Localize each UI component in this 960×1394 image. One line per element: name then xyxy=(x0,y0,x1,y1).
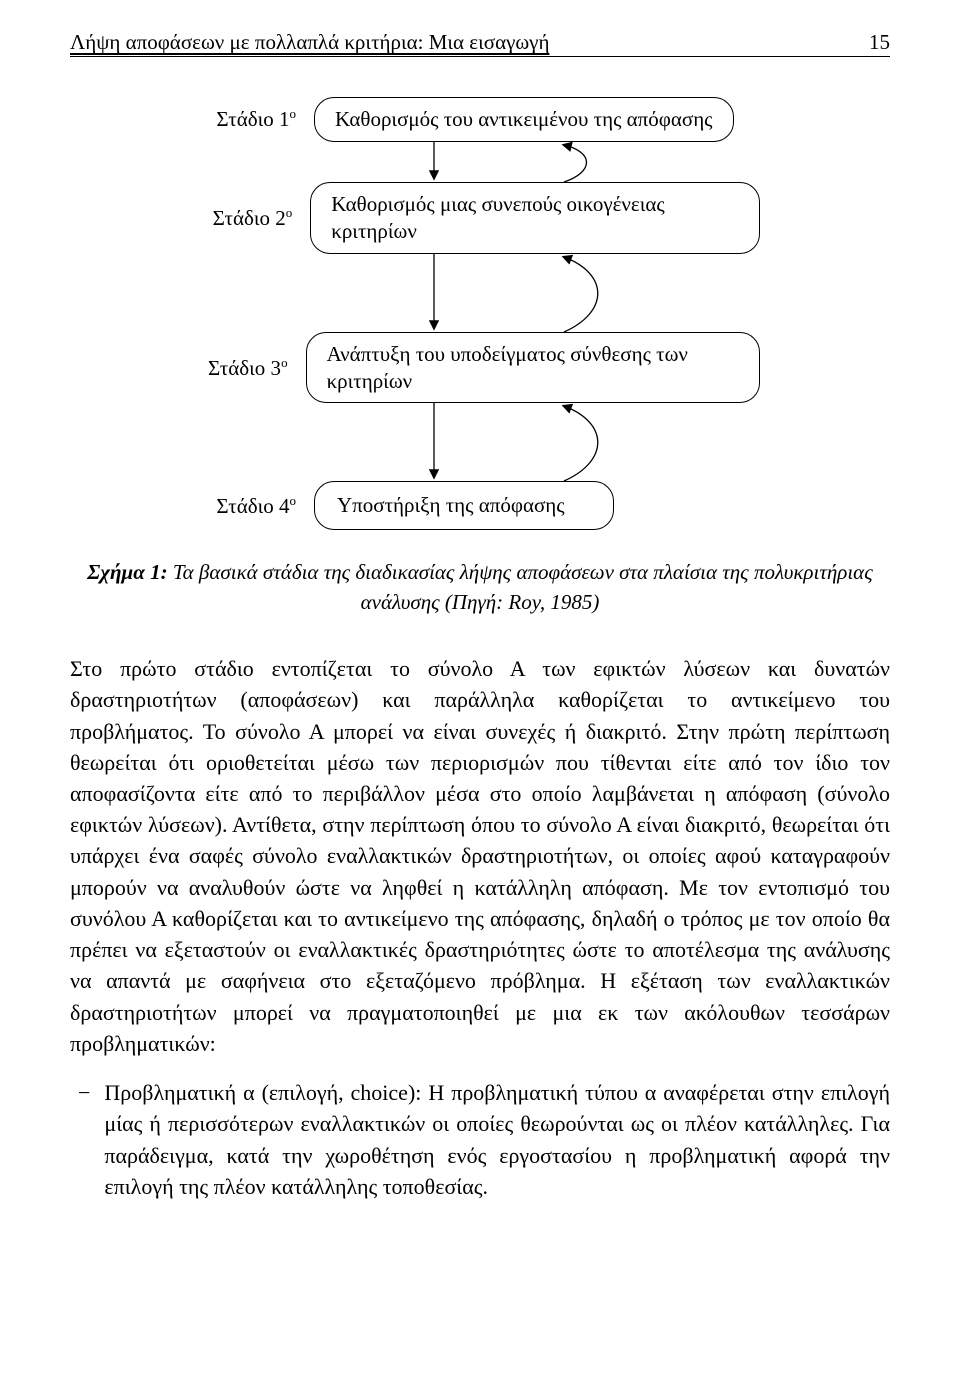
stage-1-node: Καθορισμός του αντικειμένου της απόφασης xyxy=(314,97,734,142)
figure-caption: Σχήμα 1: Τα βασικά στάδια της διαδικασία… xyxy=(70,558,890,617)
stage-3-label-text: Στάδιο 3 xyxy=(208,356,281,380)
stage-3-label: Στάδιο 3ο xyxy=(200,355,288,381)
connector-3-4 xyxy=(314,403,760,481)
caption-label: Σχήμα 1: xyxy=(87,560,167,584)
stage-3-node: Ανάπτυξη του υποδείγματος σύνθεσης των κ… xyxy=(306,332,760,404)
stage-2-label-text: Στάδιο 2 xyxy=(213,206,286,230)
stage-4-node: Υποστήριξη της απόφασης xyxy=(314,481,614,530)
stage-2-label: Στάδιο 2ο xyxy=(200,205,292,231)
connector-2-3 xyxy=(314,254,760,332)
stage-4-label: Στάδιο 4ο xyxy=(200,493,296,519)
stage-2-node: Καθορισμός μιας συνεπούς οικογένειας κρι… xyxy=(310,182,760,254)
stage-row-2: Στάδιο 2ο Καθορισμός μιας συνεπούς οικογ… xyxy=(200,182,760,254)
header-title: Λήψη αποφάσεων με πολλαπλά κριτήρια: Μια… xyxy=(70,30,549,55)
stage-row-1: Στάδιο 1ο Καθορισμός του αντικειμένου τη… xyxy=(200,97,760,142)
flowchart: Στάδιο 1ο Καθορισμός του αντικειμένου τη… xyxy=(200,97,760,530)
bullet-1-text: Προβληματική α (επιλογή, choice): Η προβ… xyxy=(104,1077,890,1202)
bullet-dash-icon: − xyxy=(78,1077,90,1202)
paragraph-1: Στο πρώτο στάδιο εντοπίζεται το σύνολο Α… xyxy=(70,653,890,1059)
stage-4-label-sup: ο xyxy=(290,493,297,508)
stage-1-label-sup: ο xyxy=(290,106,297,121)
stage-4-label-text: Στάδιο 4 xyxy=(216,494,289,518)
stage-1-label-text: Στάδιο 1 xyxy=(216,107,289,131)
page-number: 15 xyxy=(869,30,890,55)
caption-text: Τα βασικά στάδια της διαδικασίας λήψης α… xyxy=(168,560,873,613)
stage-3-label-sup: ο xyxy=(281,355,288,370)
connector-1-2 xyxy=(314,142,760,182)
stage-2-label-sup: ο xyxy=(286,205,293,220)
stage-row-4: Στάδιο 4ο Υποστήριξη της απόφασης xyxy=(200,481,760,530)
running-header: Λήψη αποφάσεων με πολλαπλά κριτήρια: Μια… xyxy=(70,30,890,57)
bullet-item-1: − Προβληματική α (επιλογή, choice): Η πρ… xyxy=(78,1077,890,1202)
stage-row-3: Στάδιο 3ο Ανάπτυξη του υποδείγματος σύνθ… xyxy=(200,332,760,404)
stage-1-label: Στάδιο 1ο xyxy=(200,106,296,132)
